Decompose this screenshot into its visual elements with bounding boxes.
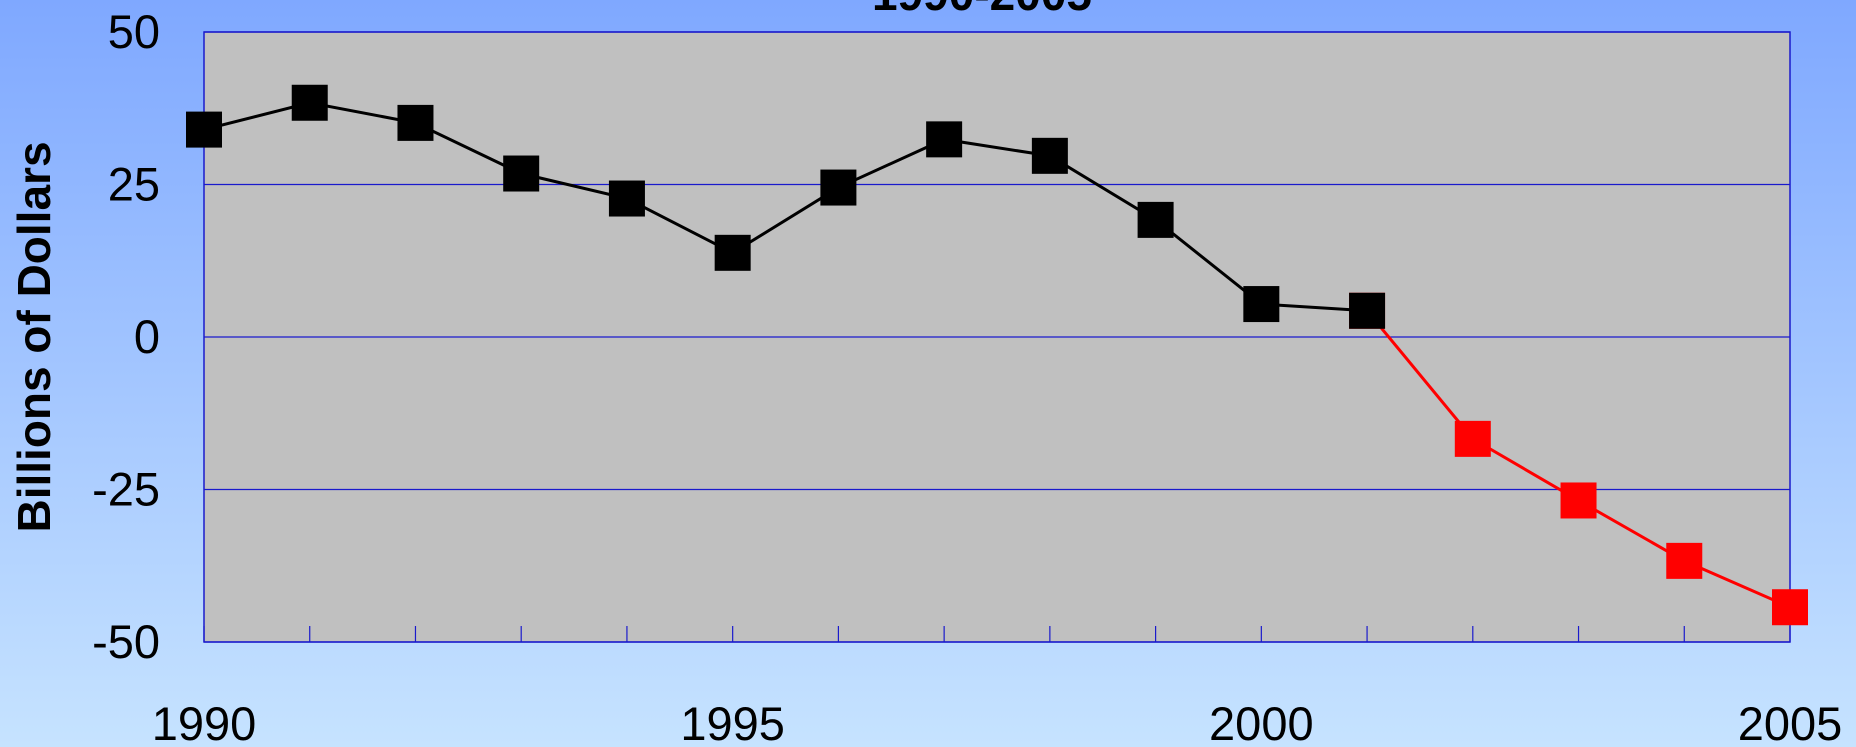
marker: [1454, 420, 1491, 457]
x-tick-label: 2005: [1738, 697, 1843, 747]
y-tick-label: 0: [134, 310, 160, 363]
y-tick-label: 25: [108, 158, 160, 211]
marker: [291, 84, 328, 121]
x-tick-label: 2000: [1209, 697, 1314, 747]
chart-title: 1990-2005: [872, 0, 1092, 20]
y-tick-label: 50: [108, 5, 160, 58]
x-tick-label: 1990: [152, 697, 257, 747]
marker: [1666, 542, 1703, 579]
marker: [714, 234, 751, 271]
y-tick-label: -50: [92, 615, 160, 668]
y-tick-label: -25: [92, 463, 160, 516]
marker: [1772, 589, 1808, 626]
marker: [926, 121, 963, 158]
y-axis-label: Billions of Dollars: [8, 141, 60, 532]
x-tick-label: 1995: [680, 697, 785, 747]
marker: [186, 111, 222, 148]
marker: [397, 104, 434, 141]
marker: [1560, 482, 1597, 519]
marker: [608, 180, 645, 217]
marker: [1137, 201, 1174, 238]
marker: [1349, 292, 1386, 329]
marker: [1031, 137, 1068, 174]
marker: [503, 155, 540, 192]
marker: [1243, 286, 1280, 323]
marker: [820, 169, 857, 206]
